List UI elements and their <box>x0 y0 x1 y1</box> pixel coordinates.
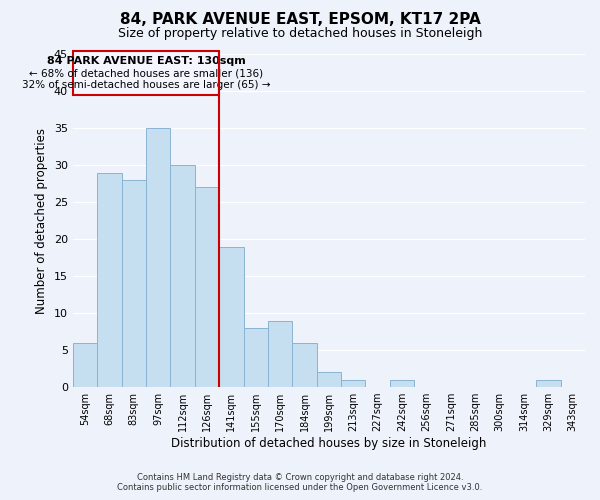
Bar <box>536 380 560 387</box>
Bar <box>97 172 122 387</box>
Bar <box>244 328 268 387</box>
Bar <box>292 342 317 387</box>
Bar <box>170 165 195 387</box>
Bar <box>268 320 292 387</box>
Bar <box>317 372 341 387</box>
Bar <box>73 342 97 387</box>
Bar <box>195 188 219 387</box>
Text: 84, PARK AVENUE EAST, EPSOM, KT17 2PA: 84, PARK AVENUE EAST, EPSOM, KT17 2PA <box>119 12 481 28</box>
Bar <box>341 380 365 387</box>
Text: ← 68% of detached houses are smaller (136): ← 68% of detached houses are smaller (13… <box>29 68 263 78</box>
Bar <box>146 128 170 387</box>
FancyBboxPatch shape <box>73 50 219 95</box>
X-axis label: Distribution of detached houses by size in Stoneleigh: Distribution of detached houses by size … <box>171 437 487 450</box>
Bar <box>122 180 146 387</box>
Y-axis label: Number of detached properties: Number of detached properties <box>35 128 48 314</box>
Bar <box>219 246 244 387</box>
Text: 84 PARK AVENUE EAST: 130sqm: 84 PARK AVENUE EAST: 130sqm <box>47 56 245 66</box>
Text: Size of property relative to detached houses in Stoneleigh: Size of property relative to detached ho… <box>118 28 482 40</box>
Bar <box>390 380 414 387</box>
Text: 32% of semi-detached houses are larger (65) →: 32% of semi-detached houses are larger (… <box>22 80 270 90</box>
Text: Contains HM Land Registry data © Crown copyright and database right 2024.
Contai: Contains HM Land Registry data © Crown c… <box>118 473 482 492</box>
